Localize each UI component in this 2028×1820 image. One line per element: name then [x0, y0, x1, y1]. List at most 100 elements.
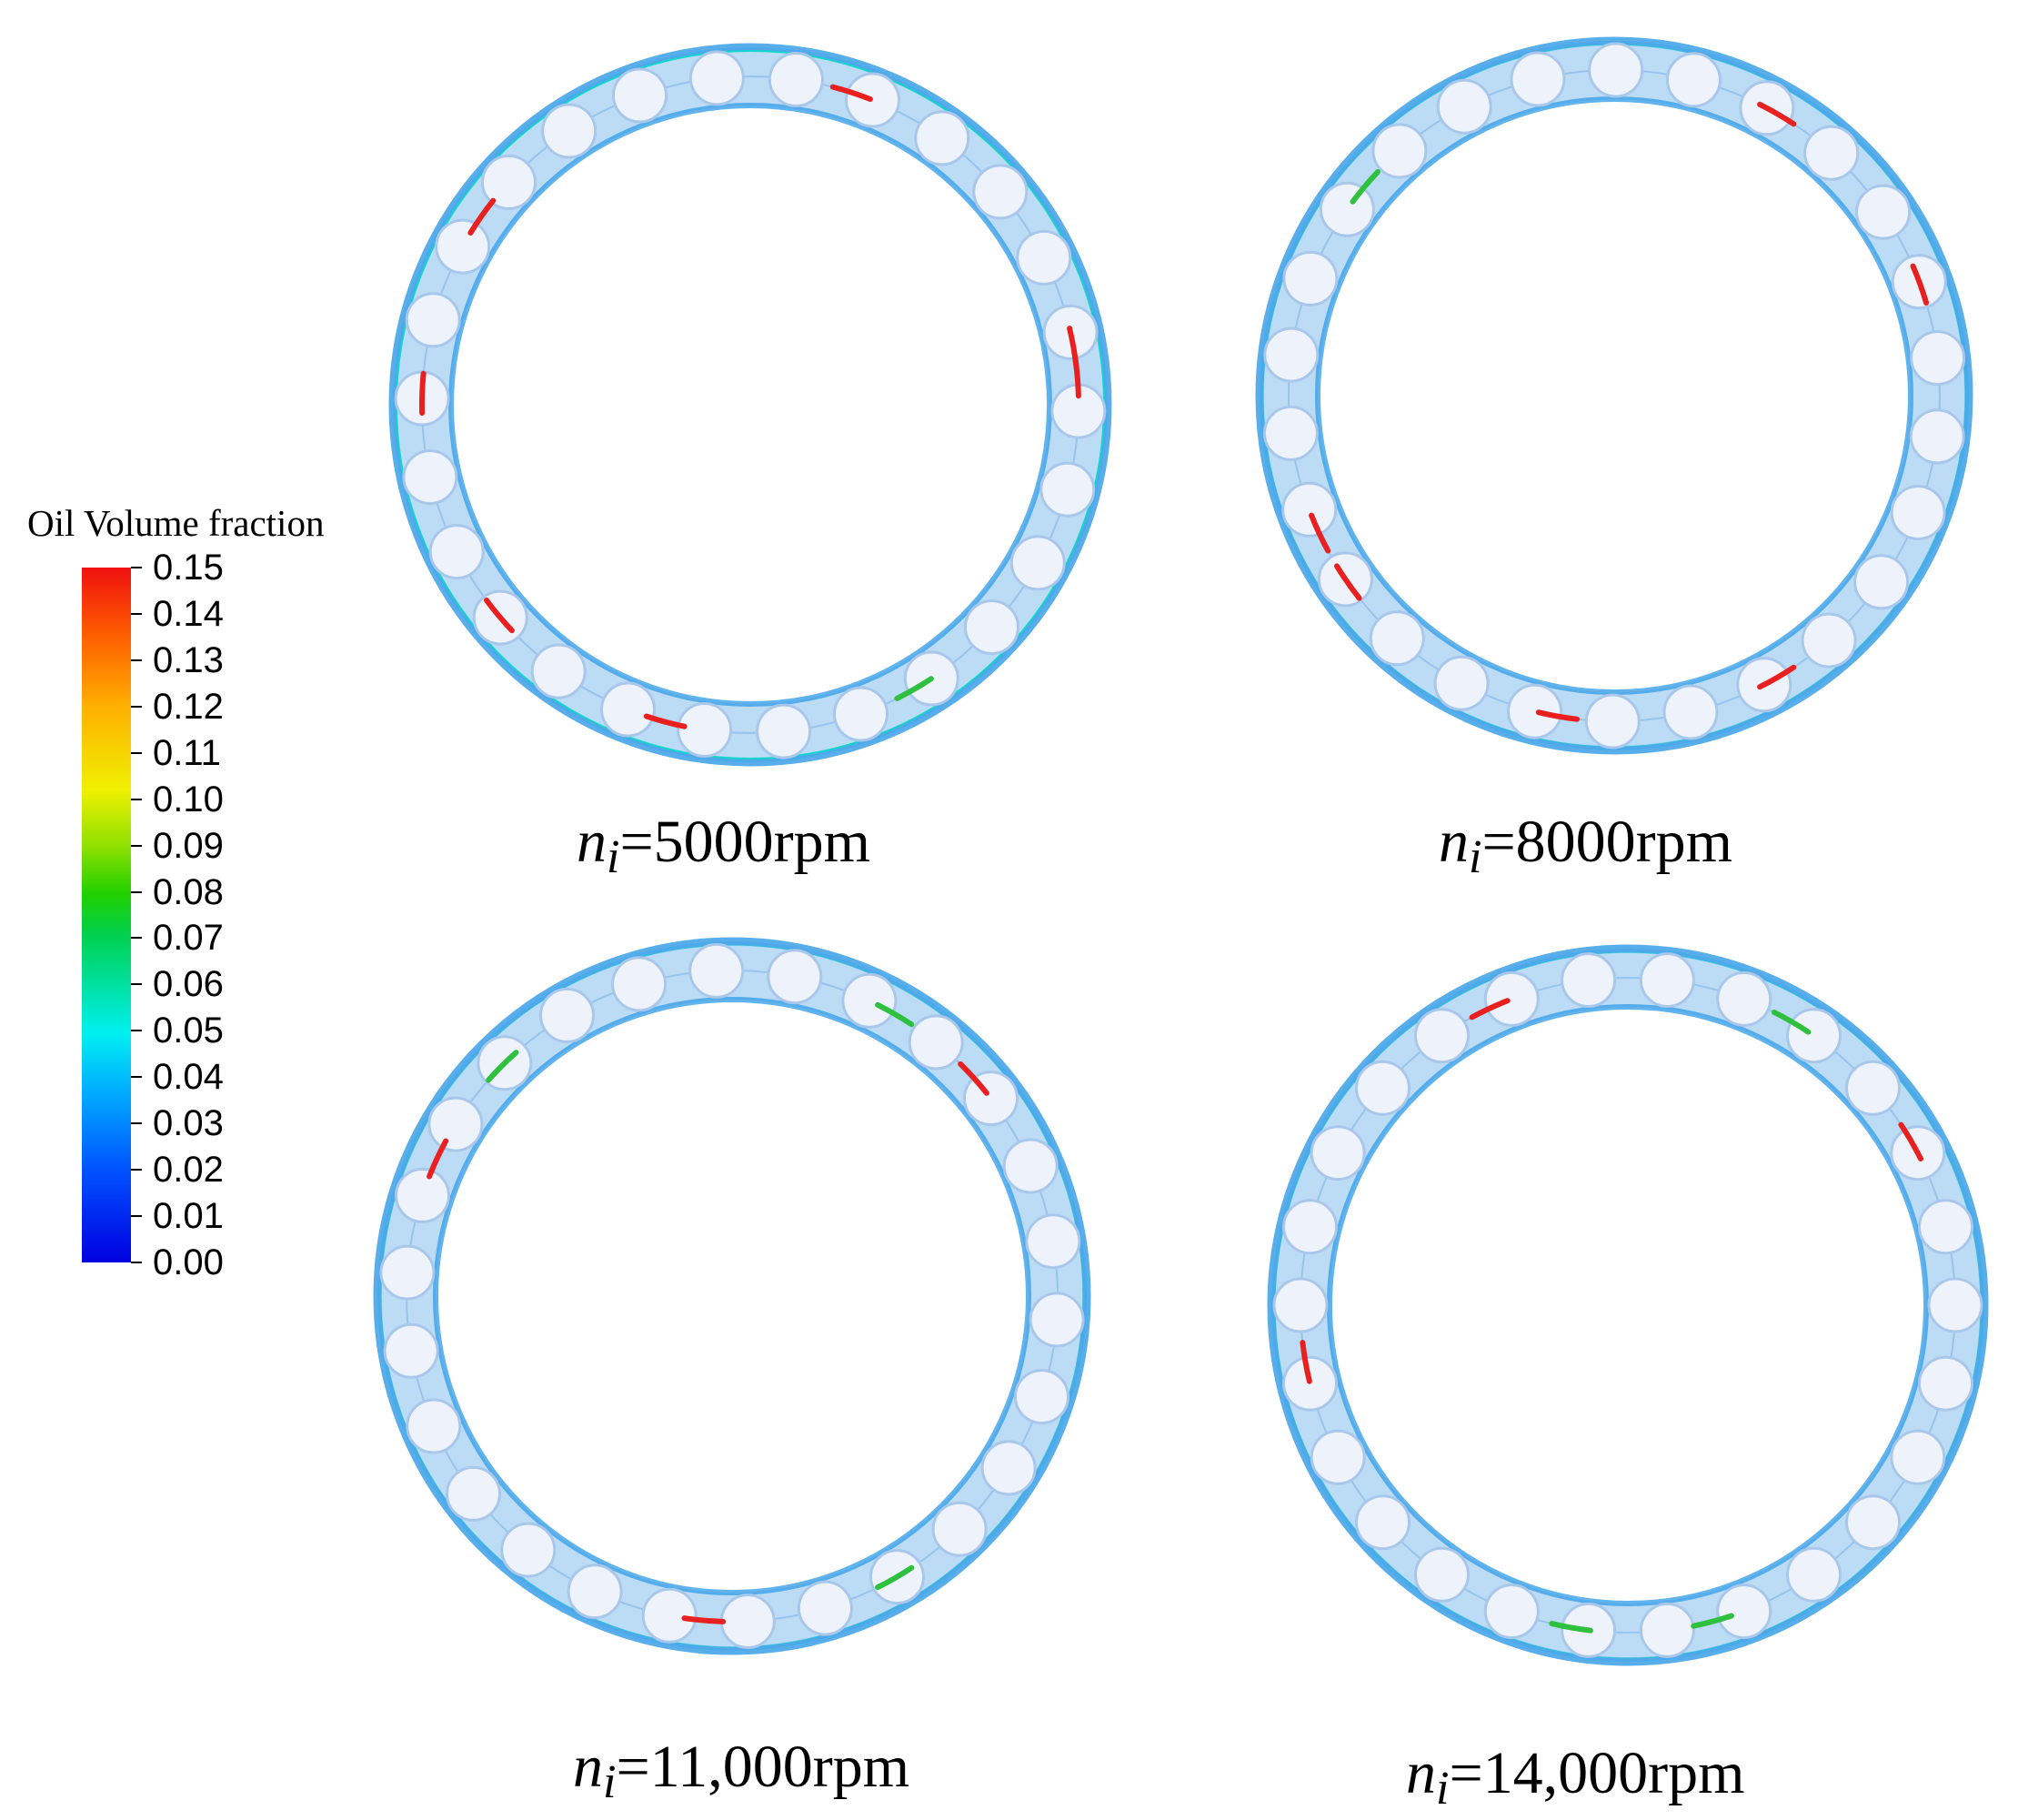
colorbar-tick [131, 1169, 142, 1171]
rolling-ball [641, 1587, 698, 1644]
rolling-ball [1786, 1546, 1842, 1603]
bearing-ring-3 [373, 937, 1091, 1655]
rolling-ball [797, 1580, 853, 1636]
rolling-ball [1483, 1584, 1540, 1640]
oil-hotspot [486, 1050, 519, 1083]
colorbar-tick [131, 705, 142, 708]
rolling-ball [612, 67, 668, 124]
rolling-ball [1845, 1494, 1901, 1551]
rolling-ball [1025, 1213, 1081, 1270]
rolling-ball [1310, 1429, 1366, 1485]
rolling-ball [1039, 461, 1096, 518]
oil-hotspot [484, 598, 515, 634]
inner-race-edge [1327, 1004, 1929, 1606]
rolling-ball [914, 110, 970, 166]
rolling-ball [1436, 78, 1492, 135]
rolling-ball [1510, 51, 1566, 107]
rolling-ball [406, 1398, 462, 1454]
inner-race-edge [448, 103, 1052, 707]
oil-hotspot [1549, 1621, 1593, 1634]
rolling-ball [1561, 952, 1617, 1009]
rolling-ball [1639, 1602, 1695, 1658]
colorbar-tick [131, 798, 142, 800]
rolling-ball [1319, 181, 1375, 237]
caption-panel-1: ni=5000rpm [577, 809, 870, 883]
colorbar-tick-label: 0.08 [153, 871, 224, 912]
rolling-ball [1282, 250, 1339, 307]
rolling-ball [841, 972, 898, 1029]
bearing-panels [373, 36, 1989, 1666]
rolling-ball [402, 449, 458, 506]
oil-hotspot [1757, 101, 1797, 127]
rolling-ball [768, 52, 824, 107]
bearing-ring-4 [1267, 944, 1989, 1666]
colorbar-tick-label: 0.02 [153, 1150, 224, 1191]
oil-hotspot [1300, 1340, 1312, 1384]
rolling-ball [1665, 52, 1722, 108]
rolling-ball [1801, 612, 1857, 669]
oil-hotspot [894, 676, 934, 701]
bearing-ring-2 [1255, 36, 1973, 755]
rolling-ball [964, 599, 1019, 656]
rolling-ball [427, 1096, 484, 1152]
oil-hotspot [1535, 709, 1581, 722]
rolling-ball [972, 164, 1029, 220]
oil-hotspot [681, 1615, 727, 1624]
rolling-ball [1716, 970, 1772, 1027]
rolling-ball [446, 1465, 501, 1522]
caption-panel-3: ni=11,000rpm [573, 1734, 910, 1808]
oil-hotspot [467, 197, 497, 236]
rolling-ball [1414, 1008, 1470, 1064]
oil-hotspot [875, 1001, 915, 1028]
rolling-ball [383, 1322, 439, 1379]
colorbar-tick-label: 0.00 [153, 1242, 224, 1282]
colorbar-tick-label: 0.13 [153, 639, 224, 680]
rolling-ball [1414, 1546, 1470, 1603]
colorbar-tick-label: 0.04 [153, 1057, 224, 1098]
oil-hotspot [643, 713, 688, 729]
colorbar-tick [131, 567, 142, 568]
oil-hotspot [1691, 1613, 1734, 1629]
rolling-ball [1371, 123, 1428, 179]
colorbar-tick-label: 0.11 [153, 732, 221, 773]
colorbar-tick-label: 0.05 [153, 1011, 224, 1051]
rolling-ball [677, 702, 733, 758]
oil-hotspot [829, 84, 873, 102]
rolling-ball [539, 987, 595, 1043]
rolling-ball [1584, 693, 1641, 749]
legend-title: Oil Volume fraction [27, 502, 325, 544]
colorbar-tick [131, 751, 142, 754]
colorbar-tick [131, 844, 142, 847]
rolling-ball [1282, 1199, 1338, 1255]
colorbar-tick-label: 0.01 [153, 1196, 224, 1237]
rolling-ball [1890, 1429, 1946, 1485]
colorbar-tick [131, 937, 142, 940]
colorbar-tick [131, 659, 142, 661]
rolling-ball [435, 218, 491, 275]
rolling-ball [1890, 485, 1946, 541]
oil-hotspot [1072, 354, 1081, 399]
colorbar-tick [131, 1122, 142, 1125]
rolling-ball [1433, 655, 1490, 711]
rolling-ball [1588, 42, 1644, 98]
rolling-ball [379, 1244, 436, 1301]
oil-hotspot [1469, 998, 1511, 1021]
colorbar-tick-label: 0.12 [153, 686, 224, 727]
outer-race-edge [1255, 36, 1973, 755]
color-scale-bar [82, 568, 131, 1262]
outer-race-edge [388, 43, 1112, 767]
colorbar-tick [131, 983, 142, 986]
outer-race-edge [1267, 944, 1989, 1666]
oil-hotspot [1309, 512, 1331, 554]
oil-hotspot [875, 1564, 915, 1591]
rolling-ball [767, 949, 823, 1005]
rolling-ball [908, 1014, 964, 1071]
inner-race-edge [1315, 96, 1913, 695]
rolling-ball [541, 103, 597, 159]
rolling-ball [1855, 184, 1912, 240]
colorbar-tick [131, 1076, 142, 1079]
rolling-ball [1483, 970, 1540, 1027]
outer-race-film [380, 944, 1084, 1648]
rolling-ball [395, 1167, 450, 1223]
rolling-ball [428, 524, 485, 580]
